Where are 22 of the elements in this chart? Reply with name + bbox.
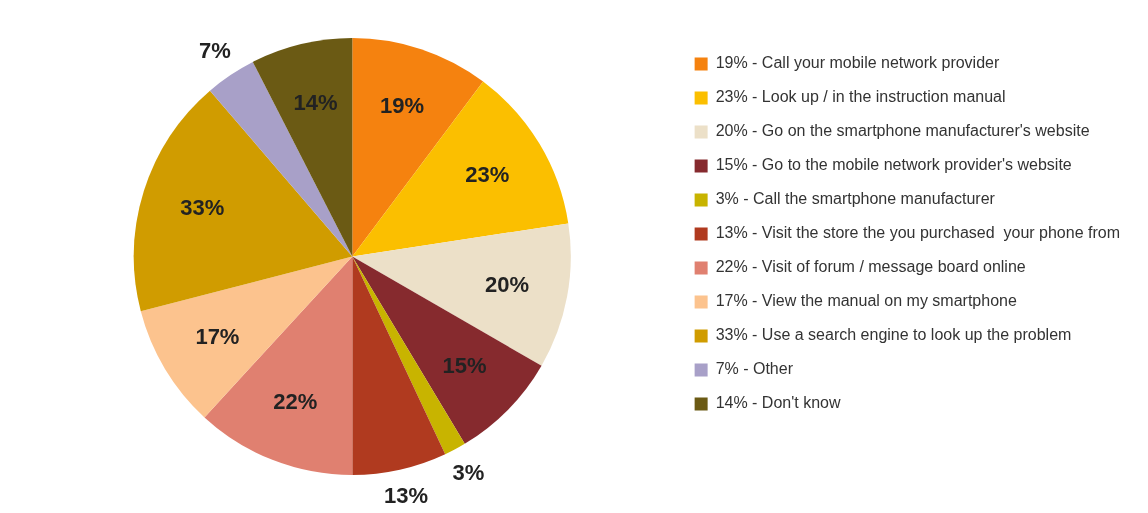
legend-label: 14% - Don't know — [715, 394, 841, 412]
data-label: 15% — [442, 352, 487, 378]
legend-label: 3% - Call the smartphone manufacturer — [715, 190, 996, 208]
legend-label: 15% - Go to the mobile network provider's website — [715, 156, 1072, 174]
data-label: 3% — [452, 460, 485, 486]
data-label: 33% — [180, 195, 225, 221]
legend-label: 19% - Call your mobile network provider — [715, 54, 1000, 72]
legend-label: 17% - View the manual on my smartphone — [715, 292, 1017, 310]
data-label: 17% — [195, 323, 240, 349]
legend-label: 23% - Look up / in the instruction manual — [715, 88, 1006, 106]
data-label: 20% — [484, 271, 529, 297]
legend-label: 22% - Visit of forum / message board online — [715, 258, 1026, 276]
legend-label: 7% - Other — [715, 360, 794, 378]
data-label: 14% — [293, 89, 338, 115]
legend-label: 20% - Go on the smartphone manufacturer's website — [715, 122, 1090, 140]
data-label: 13% — [383, 483, 429, 509]
legend-label: 33% - Use a search engine to look up the problem — [715, 326, 1072, 344]
data-label: 19% — [379, 93, 424, 119]
legend-label: 13% - Visit the store the you purchased your phone from — [715, 224, 1120, 242]
data-label: 23% — [465, 161, 510, 187]
data-label: 22% — [273, 389, 318, 415]
data-label: 7% — [199, 37, 231, 63]
